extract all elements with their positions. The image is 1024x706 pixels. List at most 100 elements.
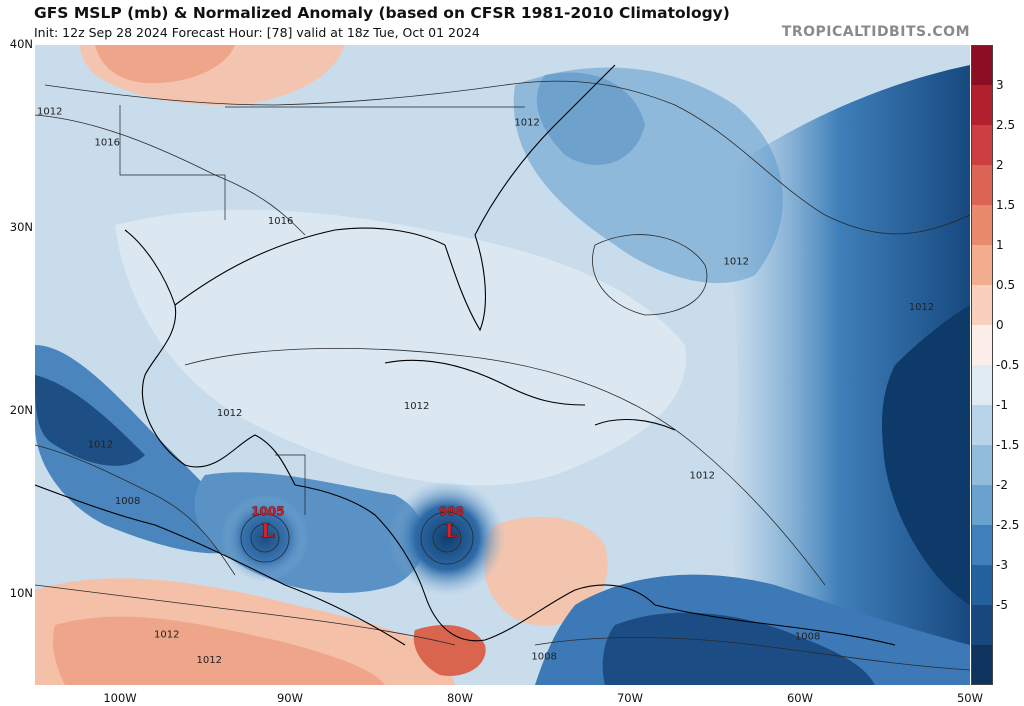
lat-label: 30N — [9, 219, 33, 234]
low-pressure-value: 1005 — [251, 505, 284, 519]
lon-label: 70W — [616, 691, 644, 705]
low-pressure-value: 998 — [439, 505, 464, 519]
anomaly-atlantic-core — [536, 72, 645, 165]
colorbar-segment — [971, 245, 993, 286]
mexico-gulf-coast — [124, 229, 296, 486]
isobar-label: 1008 — [531, 651, 556, 662]
colorbar-segment — [971, 565, 993, 606]
mslp-anomaly-map: 1016 1016 1012 1012 1012 1012 1012 1012 1012 1012… — [35, 45, 970, 685]
colorbar-segment — [971, 125, 993, 166]
lat-label: 20N — [9, 402, 33, 417]
lon-label: 50W — [956, 691, 984, 705]
colorbar-segment — [971, 525, 993, 566]
isobar-label: 1012 — [724, 256, 749, 267]
hispaniola-coast — [594, 419, 676, 431]
colorbar-tick-label: -1.5 — [996, 438, 1020, 452]
colorbar-tick-label: 1.5 — [996, 198, 1016, 212]
site-credit: TROPICALTIDBITS.COM — [781, 24, 970, 40]
lon-label: 100W — [103, 691, 137, 705]
political-borders — [119, 105, 525, 515]
colorbar-tick-label: 3 — [996, 78, 1004, 92]
isobar-low-east-outer — [420, 511, 474, 565]
florida-east-coast — [444, 64, 616, 332]
isobar-labels: 1016 1016 1012 1012 1012 1012 1012 1012 1012 1012… — [37, 106, 934, 666]
colorbar-tick-label: 1 — [996, 238, 1004, 252]
isobar-label: 1012 — [690, 470, 715, 481]
colorbar — [971, 45, 993, 685]
anomaly-panama-positive — [413, 625, 486, 676]
central-america-coast — [294, 484, 656, 642]
colorbar-tick-label: -3 — [996, 558, 1008, 572]
lat-label: 40N — [9, 37, 33, 51]
isobar-label: 1012 — [154, 629, 179, 640]
isobar-label: 1008 — [115, 496, 140, 507]
isobar-1012-atlantic — [592, 234, 708, 316]
low-west-anomaly — [221, 494, 309, 582]
colorbar-segment — [971, 165, 993, 206]
colorbar-segment — [971, 645, 993, 685]
low-pressure-symbol: L — [444, 519, 458, 543]
south-america-coast — [654, 604, 896, 646]
isobar-1008 — [35, 444, 236, 576]
chart-subtitle: Init: 12z Sep 28 2024 Forecast Hour: [78… — [34, 25, 480, 40]
colorbar-segment — [971, 365, 993, 406]
us-state-borders — [119, 105, 226, 220]
colorbar-segment — [971, 45, 993, 86]
isobar-1012-north — [44, 80, 970, 235]
colorbar-tick-label: -2.5 — [996, 518, 1020, 532]
colorbar-segment — [971, 605, 993, 646]
colorbar-tick-label: 0.5 — [996, 278, 1016, 292]
isobar-low-east-inner — [432, 523, 462, 553]
chart-title: GFS MSLP (mb) & Normalized Anomaly (base… — [34, 4, 730, 22]
colorbar-tick-label: -1 — [996, 398, 1008, 412]
colorbar-border — [971, 45, 993, 685]
us-gulf-coast — [174, 227, 446, 306]
lon-label: 60W — [786, 691, 814, 705]
anomaly-pacific-positive-core — [53, 616, 385, 685]
colorbar-segment — [971, 205, 993, 246]
colorbar-tick-label: -5 — [996, 598, 1008, 612]
anomaly-caribbean-positive — [484, 516, 608, 626]
low-east-anomaly — [389, 480, 505, 596]
colorbar-tick-label: 2 — [996, 158, 1004, 172]
isobar-label: 1012 — [197, 655, 222, 666]
isobar-1012-pacific — [35, 584, 456, 646]
colorbar-segment — [971, 325, 993, 366]
isobar-label: 1016 — [268, 216, 293, 227]
isobar-low-west-outer — [240, 513, 290, 563]
anomaly-south-america-core — [602, 612, 875, 685]
lon-label: 80W — [446, 691, 474, 705]
anomaly-north-positive-core — [95, 45, 235, 84]
colorbar-segment — [971, 85, 993, 126]
pacific-coast — [35, 484, 406, 646]
colorbar-tick-label: -2 — [996, 478, 1008, 492]
isobar-label: 1012 — [909, 302, 934, 313]
lon-label: 90W — [276, 691, 304, 705]
isobar-label: 1016 — [95, 138, 120, 149]
lat-label: 10N — [9, 585, 33, 600]
mexico-guatemala-border — [275, 454, 306, 515]
cuba-coast — [384, 359, 586, 406]
isobar-1008-south — [534, 637, 970, 671]
anomaly-east-atlantic-core — [882, 305, 970, 605]
coastlines — [35, 64, 896, 646]
anomaly-mexico-core — [35, 375, 145, 466]
isobar-label: 1012 — [514, 117, 539, 128]
isobar-low-west-inner — [250, 523, 280, 553]
colorbar-segment — [971, 445, 993, 486]
isobar-contours — [35, 80, 970, 671]
low-pressure-symbol: L — [261, 519, 275, 543]
isobar-1012-caribbean — [184, 348, 826, 586]
isobar-label: 1012 — [88, 439, 113, 450]
isobar-label: 1012 — [404, 401, 429, 412]
colorbar-segment — [971, 405, 993, 446]
colorbar-segment — [971, 285, 993, 326]
colorbar-tick-label: -0.5 — [996, 358, 1020, 372]
colorbar-segment — [971, 485, 993, 526]
colorbar-tick-label: 2.5 — [996, 118, 1016, 132]
isobar-label: 1012 — [37, 106, 62, 117]
isobar-1016 — [35, 114, 306, 236]
isobar-label: 1012 — [217, 408, 242, 419]
anomaly-light-region — [115, 209, 687, 486]
